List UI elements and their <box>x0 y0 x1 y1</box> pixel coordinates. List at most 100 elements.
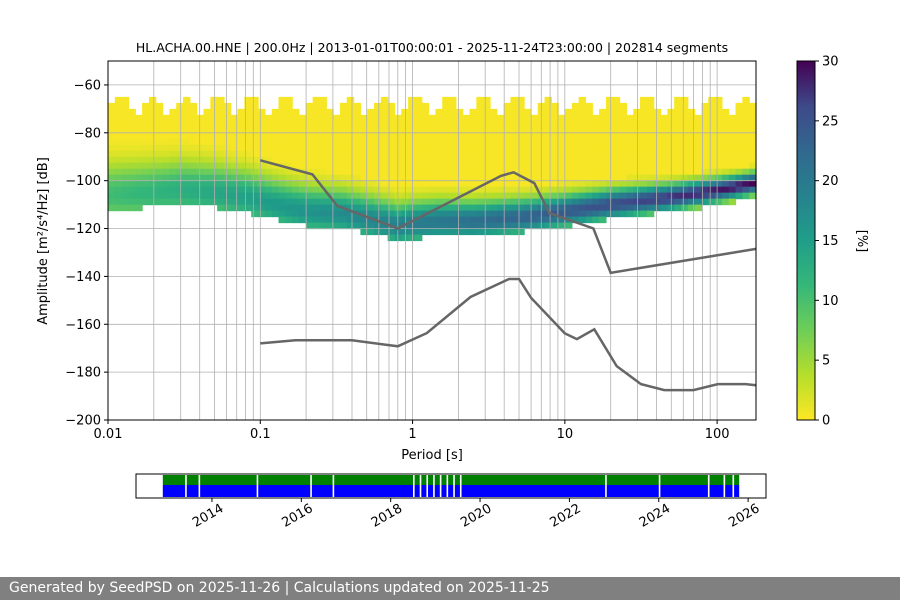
heatmap-cell <box>428 138 437 146</box>
heatmap-cell <box>374 186 382 194</box>
heatmap-cell <box>244 114 252 122</box>
heatmap-cell <box>380 204 389 212</box>
heatmap-cell <box>530 150 539 158</box>
heatmap-cell <box>708 126 716 134</box>
heatmap-cell <box>721 126 730 134</box>
heatmap-cell <box>374 162 382 170</box>
heatmap-cell <box>646 108 655 116</box>
heatmap-cell <box>298 210 307 218</box>
heatmap-cell <box>285 126 293 134</box>
heatmap-cell <box>298 144 307 152</box>
heatmap-cell <box>442 120 450 128</box>
heatmap-cell <box>114 138 123 146</box>
heatmap-cell <box>142 162 150 170</box>
heatmap-cell <box>687 132 696 140</box>
heatmap-cell <box>565 198 573 206</box>
heatmap-cell <box>721 132 730 140</box>
heatmap-cell <box>305 180 314 188</box>
heatmap-cell <box>346 114 355 122</box>
heatmap-cell <box>503 156 512 164</box>
heatmap-cell <box>217 162 225 170</box>
heatmap-cell <box>387 174 396 182</box>
heatmap-cell <box>715 198 723 206</box>
heatmap-cell <box>571 108 580 116</box>
heatmap-cell <box>169 150 177 158</box>
heatmap-cell <box>742 150 750 158</box>
heatmap-cell <box>128 132 136 140</box>
heatmap-cell <box>565 204 573 212</box>
heatmap-cell <box>408 180 416 188</box>
heatmap-cell <box>333 180 341 188</box>
heatmap-cell <box>489 180 498 188</box>
heatmap-cell <box>469 192 477 200</box>
heatmap-cell <box>189 138 198 146</box>
heatmap-cell <box>674 126 682 134</box>
heatmap-cell <box>128 150 136 158</box>
heatmap-cell <box>558 114 566 122</box>
heatmap-cell <box>237 108 246 116</box>
heatmap-cell <box>128 192 136 200</box>
heatmap-cell <box>680 168 689 176</box>
heatmap-cell <box>626 114 634 122</box>
heatmap-cell <box>367 138 375 146</box>
heatmap-cell <box>619 102 627 110</box>
heatmap-cell <box>660 168 668 176</box>
heatmap-cell <box>387 210 396 218</box>
heatmap-cell <box>558 132 566 140</box>
heatmap-cell <box>544 96 552 104</box>
heatmap-cell <box>530 168 539 176</box>
heatmap-cell <box>578 108 587 116</box>
heatmap-cell <box>578 162 587 170</box>
heatmap-cell <box>251 144 259 152</box>
heatmap-cell <box>619 120 627 128</box>
heatmap-cell <box>408 228 416 236</box>
y-tick-label: −100 <box>65 174 101 189</box>
heatmap-cell <box>414 114 423 122</box>
heatmap-cell <box>510 198 518 206</box>
heatmap-cell <box>469 210 477 218</box>
heatmap-cell <box>339 174 348 182</box>
heatmap-cell <box>571 150 580 158</box>
heatmap-cell <box>285 144 293 152</box>
heatmap-cell <box>544 216 552 224</box>
heatmap-cell <box>571 114 580 122</box>
heatmap-cell <box>455 180 464 188</box>
heatmap-cell <box>387 180 396 188</box>
heatmap-cell <box>605 156 614 164</box>
heatmap-cell <box>374 102 382 110</box>
heatmap-cell <box>592 198 600 206</box>
heatmap-cell <box>312 102 321 110</box>
heatmap-cell <box>585 192 593 200</box>
heatmap-cell <box>680 180 689 188</box>
heatmap-cell <box>510 114 518 122</box>
heatmap-cell <box>462 204 471 212</box>
heatmap-cell <box>489 228 498 236</box>
heatmap-cell <box>346 180 355 188</box>
heatmap-cell <box>721 162 730 170</box>
heatmap-cell <box>483 156 491 164</box>
heatmap-cell <box>339 150 348 158</box>
heatmap-cell <box>333 192 341 200</box>
heatmap-cell <box>121 144 130 152</box>
heatmap-cell <box>449 108 457 116</box>
heatmap-cell <box>687 138 696 146</box>
heatmap-cell <box>687 168 696 176</box>
heatmap-cell <box>524 126 532 134</box>
heatmap-cell <box>640 180 648 188</box>
heatmap-cell <box>203 114 211 122</box>
heatmap-cell <box>176 156 184 164</box>
heatmap-cell <box>544 132 552 140</box>
heatmap-cell <box>135 120 143 128</box>
heatmap-cell <box>305 186 314 194</box>
heatmap-cell <box>646 198 655 206</box>
heatmap-cell <box>449 162 457 170</box>
heatmap-cell <box>503 132 512 140</box>
heatmap-cell <box>108 168 116 176</box>
heatmap-cell <box>626 156 634 164</box>
heatmap-cell <box>708 156 716 164</box>
heatmap-cell <box>612 156 621 164</box>
heatmap-cell <box>148 168 157 176</box>
heatmap-cell <box>305 126 314 134</box>
heatmap-cell <box>653 162 662 170</box>
heatmap-cell <box>585 216 593 224</box>
